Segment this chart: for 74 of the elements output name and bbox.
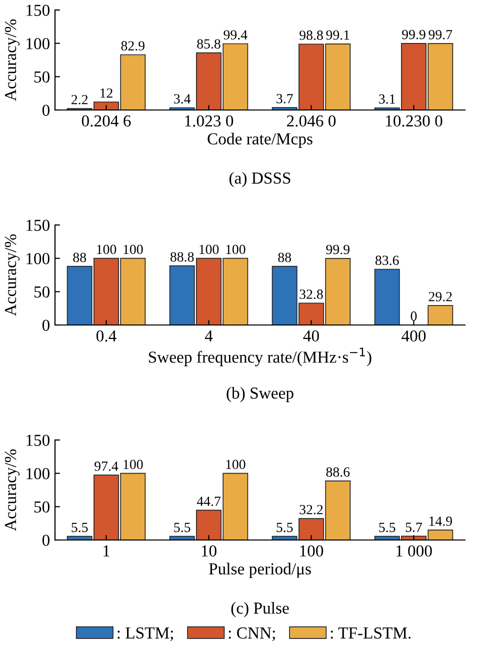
data-label: 3.7 bbox=[276, 94, 293, 104]
data-label: 83.6 bbox=[375, 256, 399, 266]
x-axis-title: Pulse period/μs bbox=[209, 562, 311, 578]
data-label: 0 bbox=[410, 311, 417, 321]
data-label: 100 bbox=[124, 244, 143, 254]
x-tick-label: 0.204 6 bbox=[82, 115, 131, 127]
data-label: 100 bbox=[226, 460, 246, 470]
x-axis-title: Sweep frequency rate/(MHz·s$^{−1}$) bbox=[148, 348, 372, 366]
data-label: 88.6 bbox=[326, 467, 350, 477]
data-label: 100 bbox=[124, 460, 143, 470]
y-tick-label: 0 bbox=[42, 320, 50, 331]
data-label: 5.7 bbox=[406, 522, 422, 532]
data-label: 88 bbox=[73, 252, 86, 262]
data-label: 98.8 bbox=[300, 30, 323, 40]
data-label: 5.5 bbox=[379, 522, 396, 532]
data-label: 99.4 bbox=[224, 30, 248, 40]
data-label: 3.4 bbox=[174, 94, 191, 104]
y-tick-label: 50 bbox=[34, 71, 50, 83]
text: (a) DSSS bbox=[229, 172, 290, 188]
data-label: 100 bbox=[200, 244, 219, 254]
x-tick-label: 10.230 0 bbox=[386, 115, 442, 127]
text: (b) Sweep bbox=[226, 387, 294, 402]
data-label: 100 bbox=[226, 244, 246, 254]
data-label: 100 bbox=[97, 244, 116, 254]
data-label: 99.7 bbox=[428, 30, 452, 40]
y-axis-title: Accuracy/% bbox=[4, 234, 20, 316]
y-axis-title: Accuracy/% bbox=[4, 449, 20, 532]
x-tick-label: 1.023 0 bbox=[185, 115, 234, 127]
legend-label: : LSTM; bbox=[118, 627, 173, 642]
y-tick-label: 150 bbox=[26, 220, 50, 231]
y-tick-label: 100 bbox=[26, 253, 50, 264]
legend-label: : CNN; bbox=[228, 627, 275, 642]
data-label: 5.5 bbox=[276, 522, 293, 532]
x-tick-label: 10 bbox=[202, 545, 216, 557]
data-label: 97.4 bbox=[94, 462, 118, 471]
y-tick-label: 150 bbox=[26, 4, 50, 16]
y-tick-label: 50 bbox=[34, 501, 50, 513]
y-tick-label: 100 bbox=[26, 38, 50, 50]
y-tick-label: 0 bbox=[42, 534, 50, 546]
data-label: 82.9 bbox=[121, 41, 144, 51]
x-tick-label: 4 bbox=[204, 330, 213, 342]
y-tick-label: 100 bbox=[26, 468, 50, 480]
data-label: 99.9 bbox=[402, 30, 426, 40]
data-label: 99.1 bbox=[326, 30, 350, 40]
y-axis-title: Accuracy/% bbox=[4, 19, 20, 102]
legend-label: : TF-LSTM. bbox=[330, 627, 411, 639]
x-tick-label: 1 bbox=[104, 545, 110, 556]
y-tick-label: 0 bbox=[42, 104, 50, 116]
data-label: 85.8 bbox=[197, 39, 220, 49]
data-label: 14.9 bbox=[429, 516, 452, 526]
data-label: 32.2 bbox=[300, 504, 323, 514]
data-label: 5.5 bbox=[72, 522, 88, 532]
bar bbox=[374, 268, 400, 325]
x-tick-label: 2.046 0 bbox=[286, 115, 336, 127]
data-label: 29.2 bbox=[428, 292, 452, 302]
x-tick-label: 1 000 bbox=[396, 545, 432, 557]
data-label: 2.2 bbox=[72, 94, 88, 104]
data-label: 99.9 bbox=[326, 244, 350, 254]
data-label: 88.8 bbox=[170, 252, 194, 262]
data-label: 88 bbox=[278, 252, 292, 262]
data-label: 5.5 bbox=[174, 522, 190, 532]
x-axis-title: Code rate/Mcps bbox=[208, 132, 312, 148]
bar bbox=[428, 305, 454, 325]
x-tick-label: 100 bbox=[300, 545, 324, 557]
x-tick-label: 0.4 bbox=[96, 330, 116, 342]
y-tick-label: 50 bbox=[34, 286, 50, 298]
data-label: 44.7 bbox=[196, 496, 221, 506]
data-label: 3.1 bbox=[379, 94, 395, 104]
data-label: 32.8 bbox=[300, 290, 323, 299]
y-tick-label: 150 bbox=[26, 434, 50, 446]
text: (c) Pulse bbox=[231, 602, 289, 618]
x-tick-label: 400 bbox=[402, 330, 426, 342]
x-tick-label: 40 bbox=[303, 330, 319, 342]
data-label: 12 bbox=[100, 88, 112, 98]
